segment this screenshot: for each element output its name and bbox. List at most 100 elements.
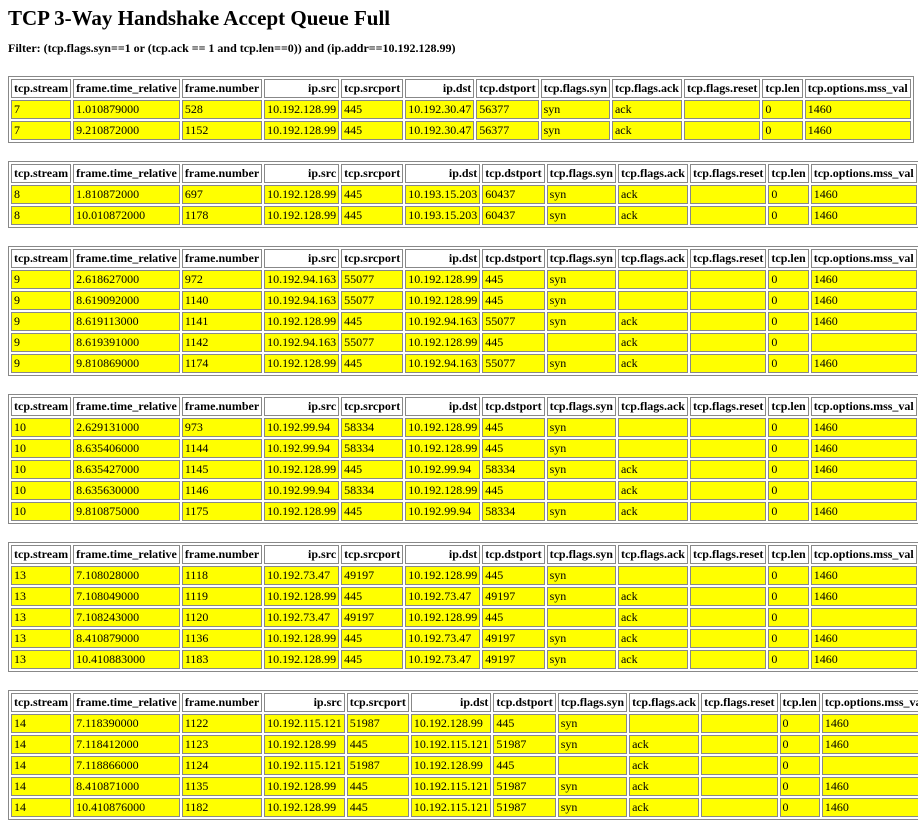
data-row: 7 1.010879000 528 10.192.128.99 445 10.192.30…	[11, 100, 911, 119]
cell: 55077	[341, 333, 404, 352]
cell: 0	[762, 100, 803, 119]
cell: 10.192.128.99	[410, 714, 492, 733]
column-header: tcp.stream	[11, 164, 72, 183]
data-row: 10 8.635406000 1144 10.192.99.94 58334 10.192…	[11, 439, 917, 458]
cell: 0	[768, 206, 809, 225]
cell: 1460	[804, 100, 911, 119]
cell: 58334	[482, 460, 545, 479]
cell: 51987	[493, 798, 556, 817]
column-header: tcp.flags.syn	[557, 693, 628, 712]
cell	[689, 270, 767, 289]
cell: 10.192.128.99	[405, 418, 481, 437]
data-row: 9 2.618627000 972 10.192.94.163 55077 10.192.…	[11, 270, 917, 289]
cell: 1118	[181, 566, 263, 585]
cell: 9	[11, 354, 72, 373]
column-header: tcp.len	[768, 249, 809, 268]
cell: 10.192.128.99	[264, 777, 345, 796]
cell: syn	[546, 354, 616, 373]
cell: ack	[629, 777, 700, 796]
cell: 1460	[821, 777, 918, 796]
cell: 9	[11, 291, 72, 310]
cell	[689, 439, 767, 458]
column-header: tcp.options.mss_val	[810, 249, 917, 268]
cell: 445	[341, 650, 404, 669]
column-header: frame.time_relative	[73, 249, 180, 268]
cell: syn	[540, 100, 610, 119]
cell: 10.192.115.121	[264, 756, 345, 775]
cell: 0	[768, 185, 809, 204]
cell: 445	[341, 460, 404, 479]
cell: 49197	[482, 629, 545, 648]
column-header: tcp.flags.reset	[689, 249, 767, 268]
cell: syn	[546, 650, 616, 669]
cell: 10.192.128.99	[264, 587, 340, 606]
cell	[810, 481, 917, 500]
cell	[617, 566, 688, 585]
stream-table: tcp.stream frame.time_relative frame.numbe…	[8, 542, 918, 672]
cell: 0	[768, 502, 809, 521]
cell	[689, 502, 767, 521]
column-header: frame.number	[181, 693, 263, 712]
cell: 10.192.94.163	[264, 270, 340, 289]
cell: 14	[11, 798, 72, 817]
data-row: 14 7.118390000 1122 10.192.115.121 51987 10.1…	[11, 714, 918, 733]
column-header: tcp.srcport	[341, 79, 404, 98]
column-header: tcp.flags.syn	[540, 79, 610, 98]
cell	[689, 566, 767, 585]
cell: 10.192.128.99	[405, 333, 481, 352]
cell: 0	[768, 312, 809, 331]
cell: 10.192.128.99	[405, 291, 481, 310]
data-row: 13 8.410879000 1136 10.192.128.99 445 10.192.…	[11, 629, 917, 648]
column-header: tcp.flags.ack	[617, 545, 688, 564]
cell: 13	[11, 608, 72, 627]
cell: 10.192.99.94	[405, 502, 481, 521]
cell	[617, 270, 688, 289]
cell: 10.192.115.121	[410, 777, 492, 796]
cell: ack	[617, 460, 688, 479]
cell: 9.810869000	[73, 354, 180, 373]
data-row: 9 8.619113000 1141 10.192.128.99 445 10.192.9…	[11, 312, 917, 331]
column-header: tcp.len	[768, 545, 809, 564]
data-row: 14 7.118412000 1123 10.192.128.99 445 10.192.…	[11, 735, 918, 754]
cell: 10.192.73.47	[405, 587, 481, 606]
column-header: frame.time_relative	[73, 693, 180, 712]
column-header: frame.number	[181, 249, 263, 268]
column-header: tcp.options.mss_val	[804, 79, 911, 98]
data-row: 13 7.108049000 1119 10.192.128.99 445 10.192.…	[11, 587, 917, 606]
cell: 10.192.128.99	[264, 735, 345, 754]
cell: syn	[546, 566, 616, 585]
cell: ack	[617, 354, 688, 373]
column-header: tcp.dstport	[476, 79, 539, 98]
cell: 10.192.128.99	[405, 439, 481, 458]
stream-table: tcp.stream frame.time_relative frame.numbe…	[8, 690, 918, 820]
cell: 0	[779, 777, 820, 796]
cell	[683, 121, 761, 140]
column-header: tcp.stream	[11, 545, 72, 564]
cell: 10.193.15.203	[405, 206, 481, 225]
cell: 8.635427000	[73, 460, 180, 479]
cell: 445	[482, 418, 545, 437]
cell: 1145	[181, 460, 263, 479]
cell	[689, 185, 767, 204]
cell: 1460	[810, 206, 917, 225]
cell: 445	[346, 798, 409, 817]
cell: 10.192.128.99	[264, 629, 340, 648]
cell: syn	[546, 629, 616, 648]
cell: 0	[779, 798, 820, 817]
cell: 10.192.94.163	[405, 312, 481, 331]
cell: 9	[11, 270, 72, 289]
column-header: tcp.options.mss_val	[821, 693, 918, 712]
cell: 10.192.94.163	[264, 291, 340, 310]
column-header: ip.dst	[405, 545, 481, 564]
column-header: tcp.dstport	[482, 545, 545, 564]
column-header: frame.time_relative	[73, 79, 180, 98]
cell	[821, 756, 918, 775]
cell	[689, 312, 767, 331]
cell: 1136	[181, 629, 263, 648]
header-row: tcp.stream frame.time_relative frame.numbe…	[11, 397, 917, 416]
cell: 10.192.128.99	[264, 502, 340, 521]
cell: 1460	[810, 418, 917, 437]
data-row: 9 9.810869000 1174 10.192.128.99 445 10.192.9…	[11, 354, 917, 373]
cell: 55077	[482, 312, 545, 331]
cell: 1135	[181, 777, 263, 796]
